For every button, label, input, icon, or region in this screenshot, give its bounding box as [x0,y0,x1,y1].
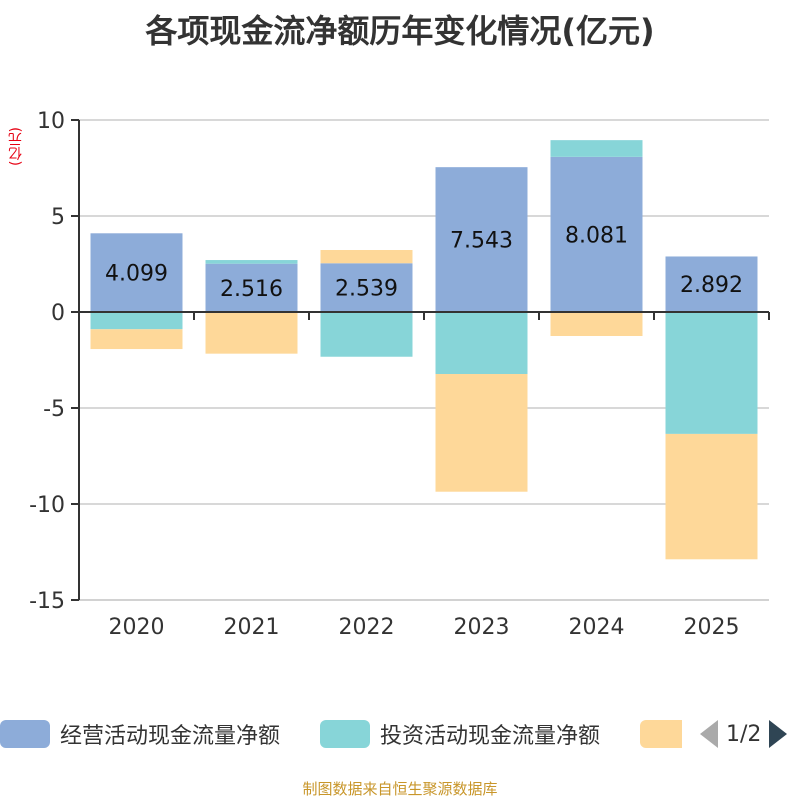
legend-swatch-financing [640,720,682,748]
bar-2025-series-2[interactable] [665,433,758,560]
chart-title: 各项现金流净额历年变化情况(亿元) [145,12,655,50]
source-note: 制图数据来自恒生聚源数据库 [302,780,498,798]
x-tick-label: 2024 [569,615,625,640]
data-label-2025: 2.892 [680,273,743,298]
bar-2025-series-1[interactable] [665,312,758,434]
y-tick-label: -15 [29,589,65,614]
x-tick-label: 2025 [684,615,740,640]
legend-item-financing[interactable] [640,720,682,748]
legend-next-page-icon[interactable] [769,720,788,748]
bar-2023-series-0[interactable] [435,167,528,312]
data-labels: 4.099 2.516 2.539 7.543 8.081 2.892 [105,223,743,301]
bar-2021-series-0[interactable] [205,263,298,312]
y-tick-label: -5 [43,397,65,422]
bar-2025-series-0[interactable] [665,256,758,312]
bar-2024-series-2[interactable] [550,312,643,336]
legend-label-operating: 经营活动现金流量净额 [60,724,281,749]
bar-2022-series-0[interactable] [320,263,413,312]
bars [90,140,758,560]
bar-2024-series-0[interactable] [550,156,643,312]
bar-2023-series-1[interactable] [435,312,528,375]
y-tick-label: 5 [51,205,65,230]
axes: 10 5 0 -5 -10 -15 2020 2021 2022 2023 2024 2025 [29,109,770,640]
y-tick-label: -10 [29,493,65,518]
x-tick-label: 2023 [454,615,510,640]
bar-2024-series-1[interactable] [550,140,643,157]
data-label-2020: 4.099 [105,262,168,287]
legend-pager: 1/2 [700,718,788,750]
x-tick-label: 2021 [224,615,280,640]
bar-2021-series-2[interactable] [205,312,298,354]
data-label-2021: 2.516 [220,277,283,302]
bar-2020-series-0[interactable] [90,233,183,312]
x-tick-label: 2020 [109,615,165,640]
y-tick-label: 10 [37,109,65,134]
legend-swatch-operating [0,720,50,748]
data-label-2023: 7.543 [450,229,513,254]
bar-2021-series-1[interactable] [205,260,298,264]
x-tick-label: 2022 [339,615,395,640]
bar-2023-series-2[interactable] [435,374,528,492]
bar-2022-series-1[interactable] [320,312,413,357]
legend-item-operating[interactable]: 经营活动现金流量净额 [0,718,280,750]
legend-label-investing: 投资活动现金流量净额 [380,724,601,749]
bar-2022-series-2[interactable] [320,250,413,264]
legend-swatch-investing [320,720,370,748]
y-tick-label: 0 [51,301,65,326]
bar-2020-series-2[interactable] [90,329,183,350]
legend-page-indicator: 1/2 [726,721,762,747]
data-label-2024: 8.081 [565,223,628,248]
data-label-2022: 2.539 [335,277,398,302]
bar-2020-series-1[interactable] [90,312,183,330]
legend-prev-page-icon[interactable] [700,720,718,748]
chart-plot-area: 10 5 0 -5 -10 -15 2020 2021 2022 2023 2024 2025 4.0… [29,109,770,640]
legend-item-investing[interactable]: 投资活动现金流量净额 [320,718,600,750]
grid-lines [79,119,769,601]
